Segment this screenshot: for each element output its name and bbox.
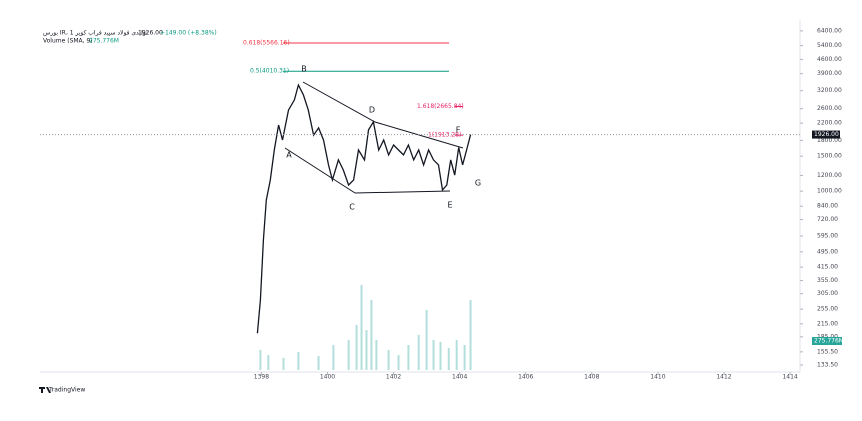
volume-bar [360,285,363,370]
y-tick-label: 1500.00 [817,153,842,160]
x-tick-label: 1400 [320,374,335,381]
volume-bar [347,339,350,370]
y-tick-label: 415.00 [817,264,838,271]
fib-label: 1.618(2665.84) [417,103,464,110]
volume-bar [370,299,373,370]
x-tick-label: 1410 [650,374,665,381]
y-tick-label: 185.00 [817,333,838,340]
y-tick-label: 6400.00 [817,27,842,34]
pattern-label: E [447,201,452,210]
volume-bar [455,339,458,370]
volume-bar [425,310,428,370]
volume-bar [469,299,472,370]
y-tick-label: 5400.00 [817,42,842,49]
y-tick-label: 4600.00 [817,56,842,63]
y-tick-label: 2200.00 [817,120,842,127]
volume-bar [282,357,285,370]
volume-bar [407,344,410,370]
x-tick-label: 1412 [716,374,731,381]
pattern-label: B [301,65,307,74]
volume-bar [387,350,390,370]
symbol-title: بورس IR، تولیدی فولاد سپید فراب کویر 1 [43,30,148,37]
y-tick-label: 840.00 [817,203,838,210]
last-price-tag-label: 1926.00 [814,131,839,138]
volume-bar [463,344,466,370]
y-tick-label: 595.00 [817,232,838,239]
volume-title: Volume (SMA, 9) [43,38,93,45]
last-price: 1926.00 [138,30,163,37]
y-tick-label: 720.00 [817,216,838,223]
volume-bar [267,355,270,370]
pattern-lines [284,81,464,194]
y-tick-label: 355.00 [817,277,838,284]
x-tick-label: 1398 [254,374,269,381]
volume-bar [365,330,368,370]
volume-tag-label: 275.776M [814,338,844,345]
volume-bar [317,355,320,370]
upper-trendline [302,81,464,149]
y-tick-label: 2600.00 [817,105,842,112]
y-tick-label: 1000.00 [817,188,842,195]
volume-bar [397,355,400,370]
volume-sma-value: 275.776M [89,38,119,45]
pattern-label: C [349,203,355,212]
y-tick-label: 495.00 [817,248,838,255]
volume-bar [417,334,420,370]
fib-label: 0.5(4010.31) [250,68,289,75]
volume-bar [439,341,442,370]
last-price-tag [812,130,840,139]
y-tick-label: 215.00 [817,320,838,327]
volume-bar [432,339,435,370]
y-tick-label: 3200.00 [817,87,842,94]
y-tick-label: 3900.00 [817,70,842,77]
y-tick-label: 1200.00 [817,172,842,179]
volume-tag [812,337,842,345]
brand: TradingView [48,387,85,394]
volume-bar [332,344,335,370]
x-tick-label: 1402 [386,374,401,381]
pattern-label: A [286,151,292,160]
x-tick-label: 1406 [518,374,533,381]
pattern-label: D [369,106,375,115]
lower-trendline [284,147,356,194]
y-tick-label: 133.50 [817,362,838,369]
pattern-label: G [475,179,481,188]
fib-label: 1(1913.28) [428,132,461,139]
fib-label: 0.618(5566.16) [243,39,290,46]
volume-bar [297,352,300,370]
pattern-label: F [456,126,461,135]
price-line [256,83,472,334]
y-tick-label: 305.00 [817,290,838,297]
price-change: +149.00 (+8.38%) [160,30,217,37]
y-tick-label: 155.50 [817,348,838,355]
x-tick-label: 1408 [584,374,599,381]
x-tick-label: 1414 [782,374,797,381]
volume-bar [355,325,358,370]
y-tick-label: 1800.00 [817,137,842,144]
support-line [354,190,451,194]
x-tick-label: 1404 [452,374,467,381]
y-tick-label: 255.00 [817,306,838,313]
volume-bar [447,348,450,370]
volume-bar [259,350,262,370]
volume-bar [375,339,378,370]
brand-logo [39,387,51,393]
